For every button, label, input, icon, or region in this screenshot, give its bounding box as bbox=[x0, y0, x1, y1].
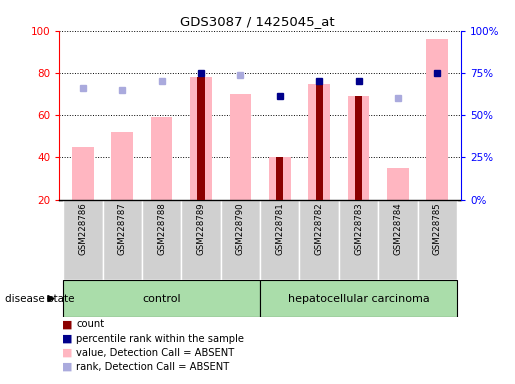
Bar bbox=[190, 77, 212, 200]
Bar bbox=[339, 200, 378, 280]
Bar bbox=[221, 200, 260, 280]
Bar bbox=[299, 200, 339, 280]
Bar bbox=[230, 94, 251, 200]
Bar bbox=[378, 200, 418, 280]
Bar bbox=[260, 200, 299, 280]
Bar bbox=[387, 168, 409, 200]
Text: GSM228782: GSM228782 bbox=[315, 202, 323, 255]
Text: ■: ■ bbox=[62, 334, 72, 344]
Text: disease state: disease state bbox=[5, 293, 75, 304]
Text: count: count bbox=[76, 319, 105, 329]
Bar bbox=[308, 84, 330, 200]
Text: GSM228789: GSM228789 bbox=[197, 202, 205, 255]
Bar bbox=[355, 96, 362, 200]
Bar bbox=[102, 200, 142, 280]
Text: control: control bbox=[142, 293, 181, 304]
Bar bbox=[142, 200, 181, 280]
Bar bbox=[269, 157, 290, 200]
Text: ■: ■ bbox=[62, 319, 72, 329]
Bar bbox=[418, 200, 457, 280]
Text: ■: ■ bbox=[62, 348, 72, 358]
Bar bbox=[111, 132, 133, 200]
Text: GSM228783: GSM228783 bbox=[354, 202, 363, 255]
Bar bbox=[63, 280, 260, 317]
Bar bbox=[151, 118, 173, 200]
Text: GSM228781: GSM228781 bbox=[275, 202, 284, 255]
Text: GSM228787: GSM228787 bbox=[118, 202, 127, 255]
Bar bbox=[181, 200, 221, 280]
Bar bbox=[276, 157, 283, 200]
Text: rank, Detection Call = ABSENT: rank, Detection Call = ABSENT bbox=[76, 362, 230, 372]
Text: GSM228785: GSM228785 bbox=[433, 202, 442, 255]
Text: ■: ■ bbox=[62, 362, 72, 372]
Bar bbox=[316, 84, 323, 200]
Text: GDS3087 / 1425045_at: GDS3087 / 1425045_at bbox=[180, 15, 335, 28]
Bar bbox=[197, 77, 204, 200]
Text: percentile rank within the sample: percentile rank within the sample bbox=[76, 334, 244, 344]
Text: hepatocellular carcinoma: hepatocellular carcinoma bbox=[288, 293, 430, 304]
Text: GSM228784: GSM228784 bbox=[393, 202, 402, 255]
Text: GSM228786: GSM228786 bbox=[78, 202, 88, 255]
Text: value, Detection Call = ABSENT: value, Detection Call = ABSENT bbox=[76, 348, 234, 358]
Text: GSM228790: GSM228790 bbox=[236, 202, 245, 255]
Bar bbox=[63, 200, 102, 280]
Bar bbox=[348, 96, 369, 200]
Bar bbox=[72, 147, 94, 200]
Bar bbox=[260, 280, 457, 317]
Bar bbox=[426, 39, 448, 200]
Text: GSM228788: GSM228788 bbox=[157, 202, 166, 255]
